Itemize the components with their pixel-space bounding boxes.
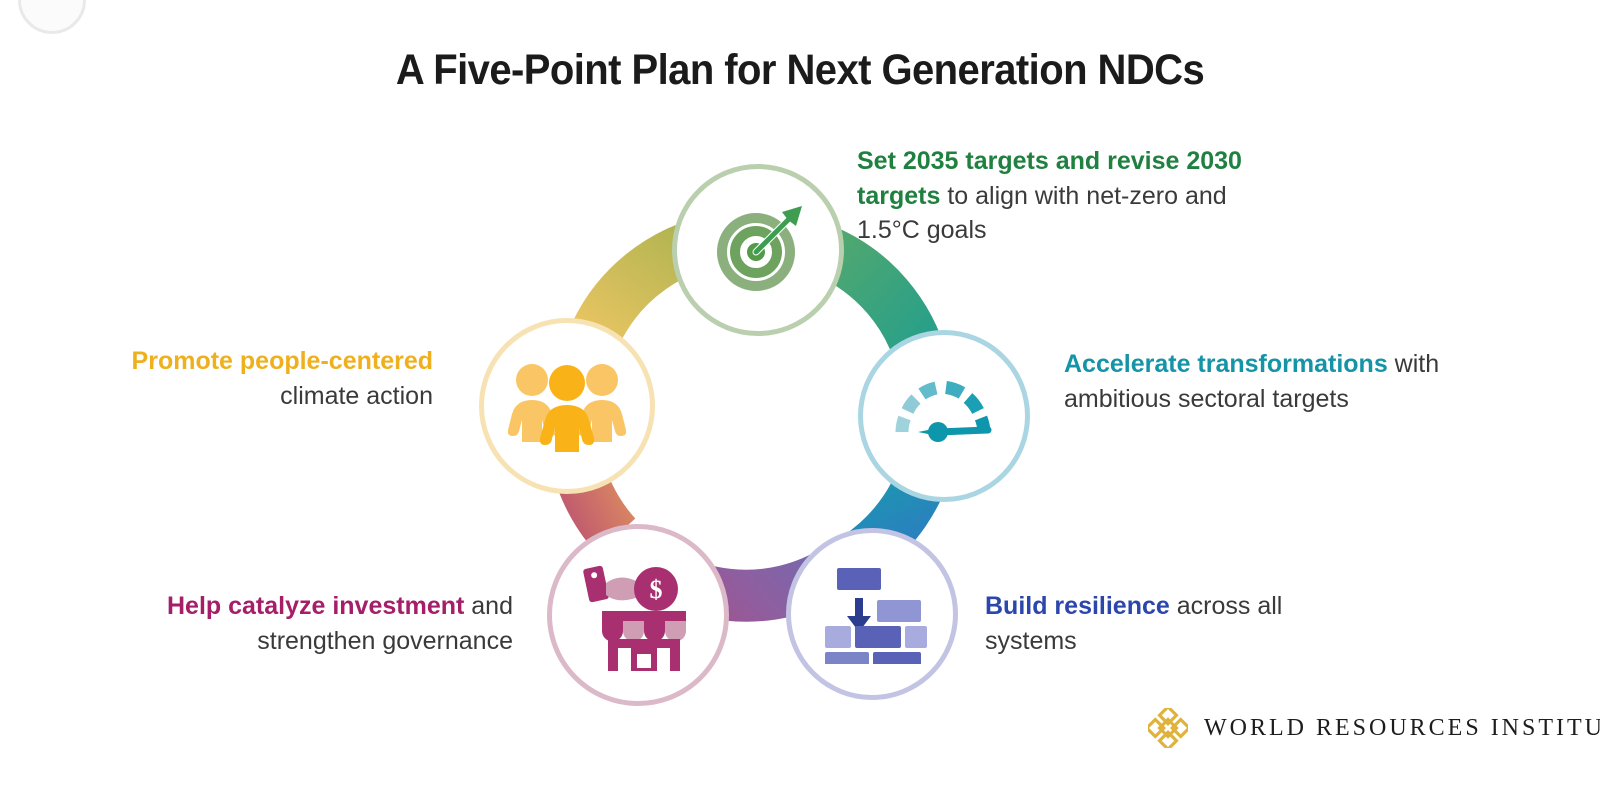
node-people-centered[interactable] (479, 318, 655, 494)
investment-shop-icon: $ (583, 565, 686, 671)
callout-investment-rest: and strengthen governance (257, 592, 513, 655)
page-title: A Five-Point Plan for Next Generation ND… (395, 46, 1205, 94)
callout-investment-bold: Help catalyze investment (166, 592, 465, 620)
callout-people-bold: Promote people-centered (131, 347, 433, 375)
callout-people-centered: Promote people-centered climate action (100, 344, 433, 413)
target-icon (717, 206, 802, 291)
callout-catalyze-investment: Help catalyze investment and strengthen … (140, 589, 513, 658)
callout-set-targets: Set 2035 targets and revise 2030 targets… (857, 144, 1257, 248)
brick-wall-icon (825, 568, 927, 664)
three-people-icon (508, 364, 626, 452)
callout-set-targets-rest: to align with net-zero and 1.5°C goals (857, 181, 1227, 245)
callout-build-resilience: Build resilience across all systems (985, 589, 1315, 658)
callout-accelerate-bold: Accelerate transformations (1064, 350, 1388, 378)
node-catalyze-investment[interactable]: $ (547, 524, 729, 706)
callout-people-rest: climate action (280, 381, 433, 410)
gauge-icon (895, 381, 992, 442)
callout-accelerate-rest: with ambitious sectoral targets (1064, 350, 1440, 413)
wri-wordmark: WORLD RESOURCES INSTITUTE (1204, 714, 1600, 741)
node-build-resilience[interactable] (786, 528, 958, 700)
callout-set-targets-bold: Set 2035 targets and revise 2030 targets (857, 147, 1242, 210)
callout-resilience-bold: Build resilience (985, 592, 1170, 620)
node-set-targets[interactable] (672, 164, 844, 336)
corner-decoration-circle (18, 0, 86, 34)
callout-accelerate-transformations: Accelerate transformations with ambitiou… (1064, 347, 1444, 416)
node-accelerate-transformations[interactable] (858, 330, 1030, 502)
five-point-cycle-diagram: $ (468, 152, 1048, 712)
svg-text:$: $ (650, 575, 663, 604)
world-resources-institute-logo: WORLD RESOURCES INSTITUTE (1148, 708, 1600, 748)
wri-knot-icon (1148, 708, 1188, 748)
callout-resilience-rest: across all systems (985, 592, 1283, 655)
